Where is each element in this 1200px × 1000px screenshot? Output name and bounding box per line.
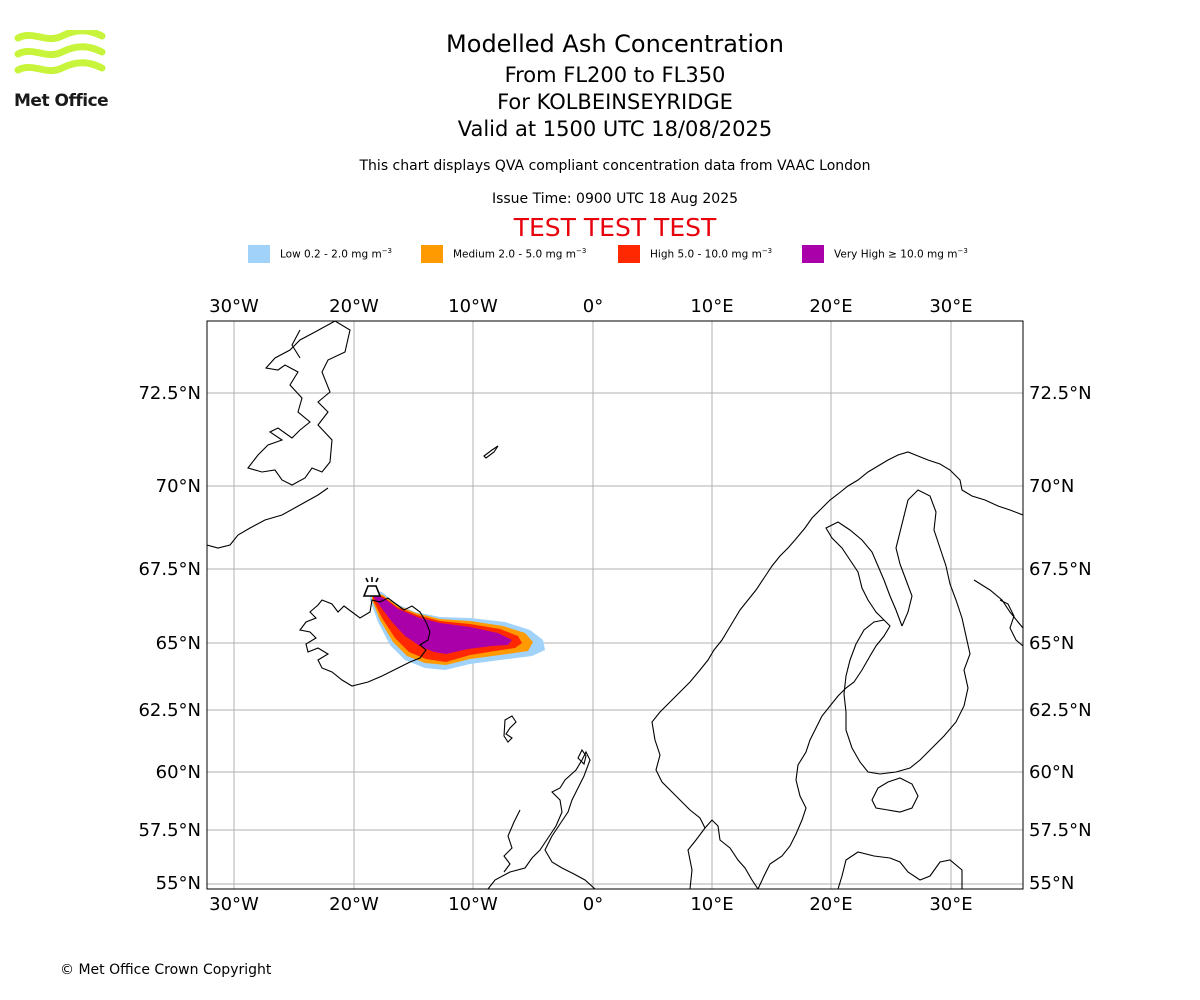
lat-label-right: 65°N xyxy=(1029,633,1074,654)
lon-label-bottom: 30°W xyxy=(209,894,259,915)
description: This chart displays QVA compliant concen… xyxy=(359,158,871,174)
lat-label-right: 67.5°N xyxy=(1029,559,1092,580)
lon-label-bottom: 20°W xyxy=(329,894,379,915)
test-banner: TEST TEST TEST xyxy=(513,213,717,242)
lat-label-right: 62.5°N xyxy=(1029,700,1092,721)
lat-label-left: 67.5°N xyxy=(138,559,201,580)
legend: Low 0.2 - 2.0 mg m−3 Medium 2.0 - 5.0 mg… xyxy=(0,244,1200,264)
sweden-border xyxy=(757,521,903,889)
legend-swatch-very-high xyxy=(802,245,824,263)
graticule xyxy=(207,321,1023,889)
ash-very-high xyxy=(374,594,512,654)
lat-label-left: 57.5°N xyxy=(138,820,201,841)
jan-mayen xyxy=(483,445,499,459)
lat-label-left: 60°N xyxy=(156,762,201,783)
lon-label-top: 0° xyxy=(583,296,603,317)
legend-swatch-low xyxy=(248,245,270,263)
legend-label-very-high: Very High ≥ 10.0 mg m−3 xyxy=(834,247,968,261)
volcano-name: For KOLBEINSEYRIDGE xyxy=(497,90,733,114)
ash-cloud xyxy=(370,590,545,670)
lat-label-right: 72.5°N xyxy=(1029,383,1092,404)
lat-label-left: 70°N xyxy=(156,476,201,497)
finland-border xyxy=(843,489,971,775)
legend-item-high: High 5.0 - 10.0 mg m−3 xyxy=(618,244,772,264)
lon-label-bottom: 20°E xyxy=(809,894,852,915)
lon-label-top: 30°E xyxy=(929,296,972,317)
valid-time: Valid at 1500 UTC 18/08/2025 xyxy=(457,117,773,141)
map-background xyxy=(207,321,1023,889)
lat-label-left: 72.5°N xyxy=(138,383,201,404)
lat-label-right: 55°N xyxy=(1029,873,1074,894)
lat-label-right: 70°N xyxy=(1029,476,1074,497)
lon-label-top: 30°W xyxy=(209,296,259,317)
legend-item-low: Low 0.2 - 2.0 mg m−3 xyxy=(248,244,392,264)
scandinavia-coast xyxy=(651,451,1023,889)
lon-label-bottom: 0° xyxy=(583,894,603,915)
lon-label-bottom: 10°W xyxy=(448,894,498,915)
legend-label-medium: Medium 2.0 - 5.0 mg m−3 xyxy=(453,247,587,261)
legend-swatch-medium xyxy=(421,245,443,263)
met-office-wave-icon xyxy=(14,27,106,75)
scotland-coast xyxy=(487,750,596,889)
baltic-coast xyxy=(837,777,963,889)
volcano-icon xyxy=(362,577,382,597)
lon-label-bottom: 30°E xyxy=(929,894,972,915)
greenland-coast xyxy=(207,321,351,549)
lon-label-bottom: 10°E xyxy=(690,894,733,915)
legend-swatch-high xyxy=(618,245,640,263)
faroe-islands xyxy=(503,715,517,743)
greenland-fjord xyxy=(291,329,301,359)
lat-label-right: 60°N xyxy=(1029,762,1074,783)
iceland-coast xyxy=(299,597,431,687)
logo-text: Met Office xyxy=(14,91,109,111)
lon-label-top: 10°E xyxy=(690,296,733,317)
lon-label-top: 20°W xyxy=(329,296,379,317)
copyright: © Met Office Crown Copyright xyxy=(60,962,272,978)
issue-time: Issue Time: 0900 UTC 18 Aug 2025 xyxy=(491,191,739,207)
met-office-logo: Met Office xyxy=(14,27,109,112)
legend-item-very-high: Very High ≥ 10.0 mg m−3 xyxy=(802,244,968,264)
coastlines xyxy=(207,321,1023,889)
lat-label-right: 57.5°N xyxy=(1029,820,1092,841)
map-frame xyxy=(206,320,1024,890)
legend-item-medium: Medium 2.0 - 5.0 mg m−3 xyxy=(421,244,586,264)
lon-label-top: 20°E xyxy=(809,296,852,317)
lat-label-left: 62.5°N xyxy=(138,700,201,721)
lat-label-left: 65°N xyxy=(156,633,201,654)
legend-label-high: High 5.0 - 10.0 mg m−3 xyxy=(650,247,773,261)
chart-title: Modelled Ash Concentration xyxy=(446,30,784,58)
russia-coast xyxy=(973,579,1023,647)
legend-label-low: Low 0.2 - 2.0 mg m−3 xyxy=(280,247,393,261)
lat-label-left: 55°N xyxy=(156,873,201,894)
shetland xyxy=(577,748,587,766)
flight-levels: From FL200 to FL350 xyxy=(504,63,726,87)
lon-label-top: 10°W xyxy=(448,296,498,317)
